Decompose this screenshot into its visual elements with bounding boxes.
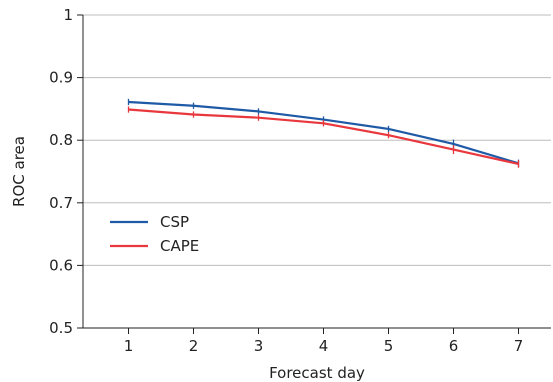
x-tick-label: 1 [124, 337, 134, 355]
series-line [128, 100, 519, 165]
y-tick-label: 0.6 [49, 256, 73, 274]
legend-label: CAPE [160, 237, 199, 255]
legend: CSP CAPE [110, 213, 199, 255]
y-axis-title: ROC area [10, 136, 28, 207]
y-tick-label: 0.5 [49, 319, 73, 337]
y-tick-label: 1 [63, 6, 73, 24]
legend-item: CSP [110, 213, 189, 231]
series-cape [127, 106, 520, 168]
legend-label: CSP [160, 213, 189, 231]
series-csp [127, 98, 520, 168]
axes: 0.5 0.6 0.7 0.8 0.9 1 1 2 3 4 5 6 7 [49, 6, 551, 355]
legend-item: CAPE [110, 237, 199, 255]
x-tick-label: 5 [384, 337, 394, 355]
y-tick-label: 0.7 [49, 194, 73, 212]
x-tick-label: 3 [254, 337, 264, 355]
x-tick-label: 4 [319, 337, 329, 355]
x-tick-label: 7 [514, 337, 524, 355]
y-tick-label: 0.8 [49, 131, 73, 149]
x-tick-label: 2 [189, 337, 199, 355]
y-tick-label: 0.9 [49, 69, 73, 87]
grid-lines [83, 14, 551, 266]
x-tick-label: 6 [449, 337, 459, 355]
series-lines [127, 98, 520, 168]
x-axis-title: Forecast day [269, 364, 365, 382]
